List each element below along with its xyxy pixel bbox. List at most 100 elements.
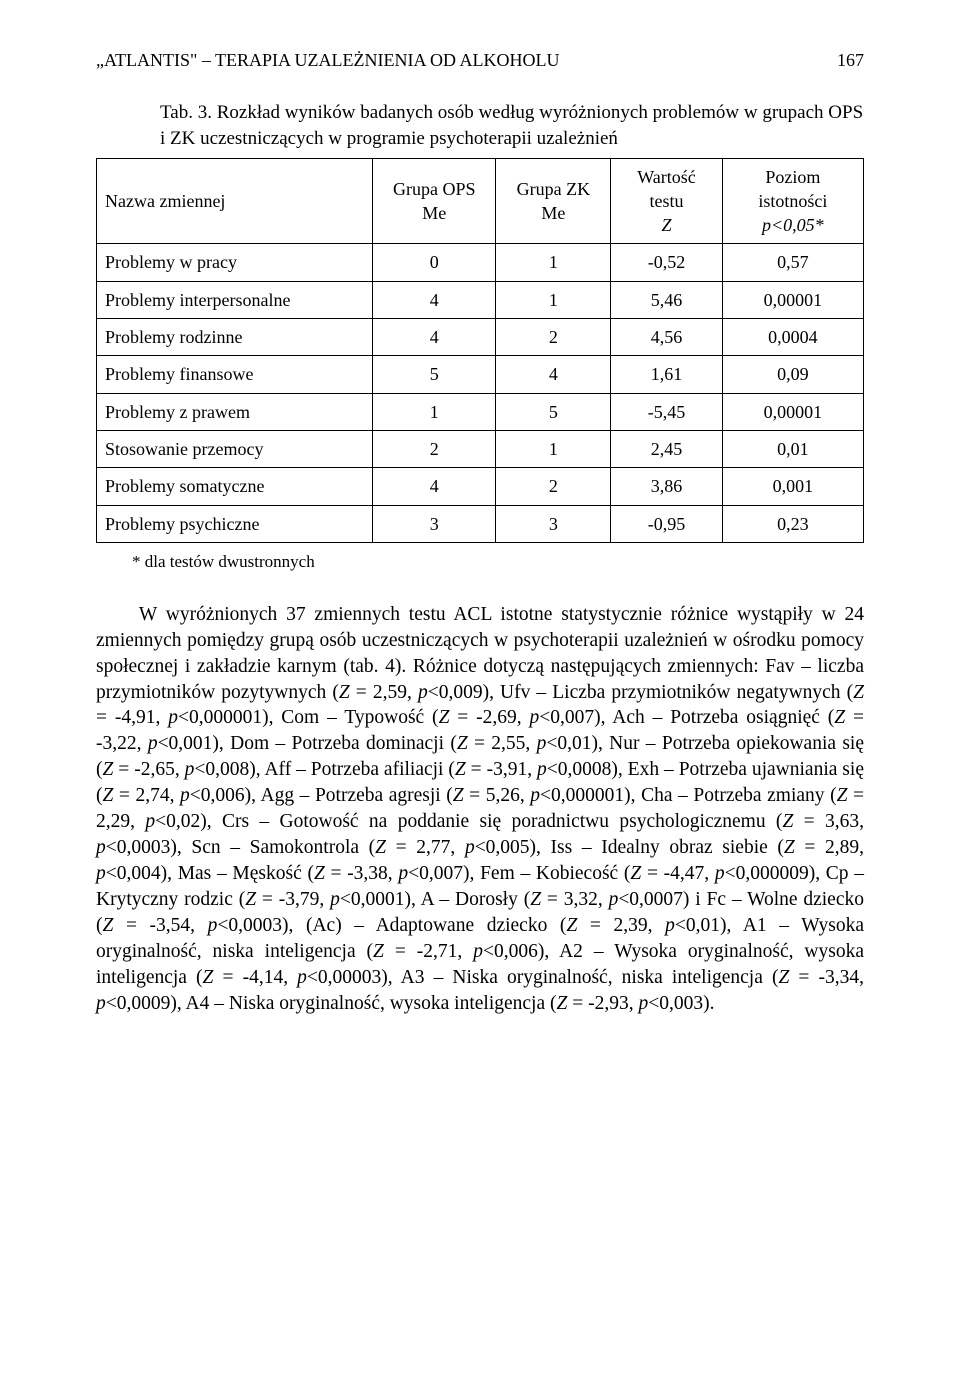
cell-z: -0,95 — [611, 505, 722, 542]
text-run: Z — [557, 993, 568, 1014]
text-run: = -4,91, — [96, 707, 168, 728]
col-ztest-symbol: Z — [662, 215, 672, 235]
text-run: Z — [453, 785, 464, 806]
text-run: p — [96, 993, 106, 1014]
text-run: Z — [103, 915, 114, 936]
cell-variable: Problemy finansowe — [97, 356, 373, 393]
text-run: Z — [782, 811, 793, 832]
col-variable: Nazwa zmiennej — [97, 158, 373, 244]
cell-ops: 0 — [373, 244, 496, 281]
text-run: Z — [375, 837, 386, 858]
text-run: Z — [339, 682, 350, 703]
text-run: <0,005), Iss – Idealny obraz siebie ( — [475, 837, 784, 858]
col-zk: Grupa ZK Me — [496, 158, 611, 244]
text-run: = 3,32, — [541, 889, 609, 910]
cell-p: 0,09 — [722, 356, 863, 393]
table-caption-text: Rozkład wyników badanych osób według wyr… — [160, 102, 863, 149]
text-run: Z — [630, 863, 641, 884]
text-run: <0,001), Dom – Potrzeba dominacji ( — [158, 733, 457, 754]
text-run: = 2,39, — [577, 915, 665, 936]
col-plevel-line1: Poziom istotności — [758, 167, 827, 211]
cell-zk: 3 — [496, 505, 611, 542]
cell-p: 0,0004 — [722, 319, 863, 356]
text-run: <0,009), Ufv – Liczba przymiotników nega… — [428, 682, 853, 703]
text-run: <0,00003), A3 – Niska oryginalność, nisk… — [307, 967, 779, 988]
table-row: Problemy finansowe541,610,09 — [97, 356, 864, 393]
cell-zk: 1 — [496, 430, 611, 467]
text-run: p — [208, 915, 218, 936]
cell-zk: 1 — [496, 281, 611, 318]
cell-z: 4,56 — [611, 319, 722, 356]
text-run: p — [297, 967, 307, 988]
cell-variable: Problemy psychiczne — [97, 505, 373, 542]
cell-p: 0,01 — [722, 430, 863, 467]
cell-zk: 4 — [496, 356, 611, 393]
text-run: Z — [373, 941, 384, 962]
page-number: 167 — [837, 48, 864, 72]
text-run: <0,0003), Scn – Samokontrola ( — [106, 837, 375, 858]
text-run: <0,006), Agg – Potrzeba agresji ( — [190, 785, 453, 806]
text-run: p — [96, 863, 106, 884]
table-row: Stosowanie przemocy212,450,01 — [97, 430, 864, 467]
text-run: = -2,69, — [449, 707, 529, 728]
text-run: <0,000001), Com – Typowość ( — [178, 707, 439, 728]
text-run: p — [145, 811, 155, 832]
text-run: <0,008), Aff – Potrzeba afiliacji ( — [194, 759, 455, 780]
text-run: <0,0001), A – Dorosły ( — [340, 889, 530, 910]
text-run: = -4,14, — [213, 967, 297, 988]
text-run: <0,0003), (Ac) – Adaptowane dziecko ( — [217, 915, 566, 936]
text-run: = 2,59, — [350, 682, 418, 703]
cell-ops: 3 — [373, 505, 496, 542]
cell-zk: 2 — [496, 468, 611, 505]
cell-zk: 5 — [496, 393, 611, 430]
col-ztest-label: Wartość testu — [637, 167, 696, 211]
text-run: p — [180, 785, 190, 806]
text-run: = 2,74, — [113, 785, 180, 806]
cell-zk: 1 — [496, 244, 611, 281]
running-head-title: „ATLANTIS" – TERAPIA UZALEŻNIENIA OD ALK… — [96, 48, 559, 72]
table-row: Problemy rodzinne424,560,0004 — [97, 319, 864, 356]
text-run: p — [715, 863, 725, 884]
text-run: Z — [530, 889, 541, 910]
text-run: = 5,26, — [464, 785, 531, 806]
text-run: p — [168, 707, 178, 728]
text-run: p — [537, 733, 547, 754]
text-run: = -4,47, — [641, 863, 715, 884]
text-run: <0,003). — [648, 993, 714, 1014]
text-run: p — [148, 733, 158, 754]
cell-ops: 1 — [373, 393, 496, 430]
text-run: <0,007), Fem – Kobiecość ( — [408, 863, 630, 884]
text-run: p — [185, 759, 195, 780]
cell-z: 3,86 — [611, 468, 722, 505]
text-run: p — [473, 941, 483, 962]
cell-ops: 2 — [373, 430, 496, 467]
text-run: = 2,77, — [386, 837, 465, 858]
text-run: Z — [103, 759, 114, 780]
cell-p: 0,57 — [722, 244, 863, 281]
text-run: = -2,93, — [567, 993, 638, 1014]
cell-z: 5,46 — [611, 281, 722, 318]
text-run: p — [530, 785, 540, 806]
col-plevel: Poziom istotności p<0,05* — [722, 158, 863, 244]
cell-p: 0,00001 — [722, 281, 863, 318]
text-run: Z — [203, 967, 214, 988]
cell-variable: Problemy z prawem — [97, 393, 373, 430]
text-run: = -3,91, — [466, 759, 537, 780]
results-table: Nazwa zmiennej Grupa OPS Me Grupa ZK Me … — [96, 158, 864, 543]
text-run: <0,000001), Cha – Potrzeba zmiany ( — [540, 785, 837, 806]
text-run: <0,02), Crs – Gotowość na poddanie się p… — [155, 811, 782, 832]
table-row: Problemy somatyczne423,860,001 — [97, 468, 864, 505]
table-row: Problemy w pracy01-0,520,57 — [97, 244, 864, 281]
cell-ops: 4 — [373, 319, 496, 356]
text-run: p — [418, 682, 428, 703]
text-run: Z — [439, 707, 450, 728]
text-run: p — [638, 993, 648, 1014]
col-ops: Grupa OPS Me — [373, 158, 496, 244]
text-run: = 3,63, — [793, 811, 864, 832]
text-run: p — [529, 707, 539, 728]
table-caption-label: Tab. 3. — [160, 102, 212, 123]
cell-z: 1,61 — [611, 356, 722, 393]
table-header-row: Nazwa zmiennej Grupa OPS Me Grupa ZK Me … — [97, 158, 864, 244]
text-run: = -3,34, — [789, 967, 864, 988]
text-run: <0,0009), A4 – Niska oryginalność, wysok… — [106, 993, 557, 1014]
